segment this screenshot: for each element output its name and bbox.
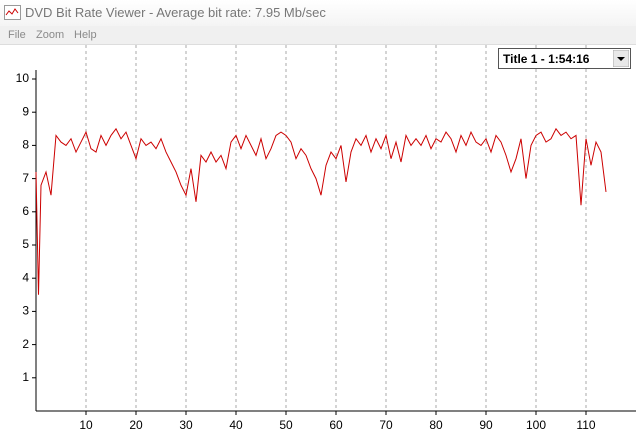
x-tick-label: 90 bbox=[479, 418, 493, 432]
x-tick-label: 50 bbox=[279, 418, 293, 432]
menu-bar: File Zoom Help bbox=[0, 26, 636, 45]
y-tick-label: 9 bbox=[22, 104, 29, 118]
y-tick-label: 5 bbox=[22, 237, 29, 251]
y-tick-label: 1 bbox=[22, 370, 29, 384]
menu-item[interactable]: Help bbox=[74, 29, 97, 41]
y-tick-label: 10 bbox=[16, 71, 30, 85]
y-tick-label: 4 bbox=[22, 270, 29, 284]
x-tick-label: 70 bbox=[379, 418, 393, 432]
dropdown-value: Title 1 - 1:54:16 bbox=[503, 52, 590, 66]
window-title: DVD Bit Rate Viewer - Average bit rate: … bbox=[25, 5, 326, 20]
y-tick-label: 6 bbox=[22, 204, 29, 218]
x-tick-label: 40 bbox=[229, 418, 243, 432]
x-tick-label: 80 bbox=[429, 418, 443, 432]
x-tick-label: 110 bbox=[576, 418, 595, 432]
menu-item[interactable]: Zoom bbox=[36, 29, 65, 41]
x-tick-label: 60 bbox=[329, 418, 343, 432]
x-tick-label: 10 bbox=[79, 418, 93, 432]
y-tick-label: 7 bbox=[22, 171, 29, 185]
y-tick-label: 2 bbox=[22, 337, 29, 351]
y-tick-label: 8 bbox=[22, 138, 29, 152]
bitrate-line bbox=[35, 127, 607, 295]
x-tick-label: 20 bbox=[129, 418, 143, 432]
title-dropdown[interactable]: Title 1 - 1:54:16 bbox=[498, 48, 631, 69]
x-tick-label: 30 bbox=[179, 418, 193, 432]
menu-item[interactable]: File bbox=[8, 29, 26, 41]
x-tick-label: 100 bbox=[526, 418, 546, 432]
title-bar: DVD Bit Rate Viewer - Average bit rate: … bbox=[0, 0, 636, 26]
dropdown-button[interactable] bbox=[613, 50, 629, 67]
y-tick-label: 3 bbox=[22, 304, 29, 318]
app-icon bbox=[4, 5, 21, 20]
